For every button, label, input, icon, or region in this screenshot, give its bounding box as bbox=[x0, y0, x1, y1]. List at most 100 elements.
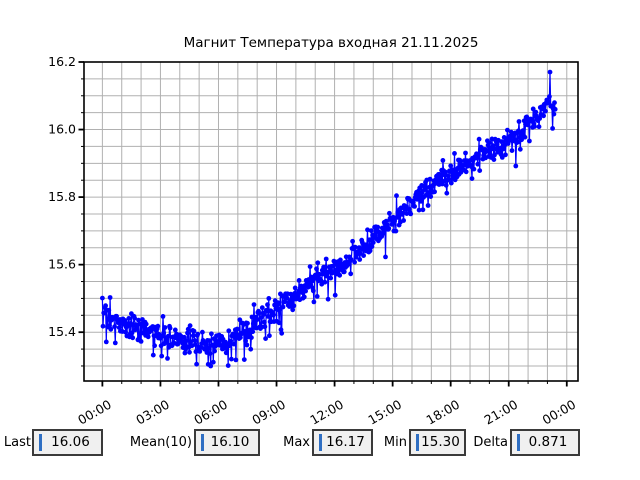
data-point bbox=[448, 163, 454, 169]
data-point bbox=[513, 163, 519, 169]
stat-label-last: Last bbox=[3, 435, 31, 450]
data-point bbox=[251, 302, 257, 307]
data-point bbox=[383, 254, 388, 260]
data-point bbox=[165, 356, 170, 361]
data-point bbox=[492, 152, 497, 158]
data-point bbox=[103, 303, 108, 309]
data-point bbox=[193, 349, 199, 355]
data-point bbox=[443, 182, 449, 188]
data-point bbox=[261, 312, 266, 317]
data-point bbox=[172, 327, 178, 333]
max-value-field[interactable]: 16.17 bbox=[312, 429, 373, 456]
x-tick-label: 18:00 bbox=[423, 397, 462, 425]
data-point bbox=[393, 228, 399, 234]
data-point bbox=[267, 333, 272, 339]
data-point bbox=[256, 310, 262, 316]
data-point bbox=[243, 338, 249, 344]
data-point bbox=[194, 361, 200, 367]
data-point bbox=[505, 127, 510, 133]
data-point bbox=[123, 329, 128, 335]
data-point bbox=[325, 296, 331, 302]
data-point bbox=[530, 106, 536, 112]
data-point bbox=[520, 128, 526, 134]
data-point bbox=[165, 333, 171, 339]
data-point bbox=[546, 99, 552, 105]
data-point bbox=[108, 326, 114, 332]
data-point bbox=[365, 227, 370, 233]
max-value: 16.17 bbox=[326, 434, 365, 450]
data-point bbox=[494, 141, 500, 147]
data-point bbox=[440, 158, 446, 163]
data-point bbox=[266, 296, 272, 301]
data-point bbox=[323, 264, 328, 270]
data-point bbox=[212, 348, 218, 354]
data-point bbox=[138, 339, 144, 344]
data-point bbox=[191, 328, 197, 334]
delta-value: 0.871 bbox=[528, 434, 568, 450]
data-point bbox=[551, 111, 557, 117]
data-point bbox=[509, 148, 515, 154]
data-point bbox=[541, 113, 546, 119]
data-point bbox=[336, 267, 341, 273]
data-point bbox=[282, 299, 288, 305]
data-point bbox=[279, 330, 285, 336]
data-point bbox=[476, 152, 481, 158]
min-value-field[interactable]: 15.30 bbox=[409, 429, 466, 456]
delta-value-field[interactable]: 0.871 bbox=[510, 429, 580, 456]
data-point bbox=[350, 238, 355, 244]
data-point bbox=[311, 299, 317, 305]
mean10-value-field[interactable]: 16.10 bbox=[194, 429, 260, 456]
data-point bbox=[280, 304, 286, 310]
data-point bbox=[516, 119, 522, 124]
last-value-field[interactable]: 16.06 bbox=[32, 429, 103, 456]
x-tick-label: 00:00 bbox=[540, 397, 579, 425]
y-tick-label: 15.6 bbox=[48, 257, 76, 272]
data-point bbox=[418, 198, 424, 204]
data-point bbox=[432, 189, 437, 195]
data-point bbox=[503, 152, 508, 158]
data-point bbox=[517, 146, 523, 152]
data-point bbox=[100, 323, 106, 329]
data-point bbox=[296, 278, 302, 283]
data-point bbox=[292, 285, 298, 291]
data-point bbox=[490, 143, 496, 149]
data-point bbox=[477, 168, 483, 174]
stat-label-min: Min bbox=[383, 435, 407, 450]
data-point bbox=[284, 295, 290, 301]
data-point bbox=[187, 349, 192, 355]
data-point bbox=[100, 295, 105, 301]
data-point bbox=[250, 329, 256, 335]
data-point bbox=[532, 124, 537, 129]
data-point bbox=[132, 315, 138, 321]
data-point bbox=[245, 320, 250, 326]
data-point bbox=[318, 278, 324, 283]
chart-title: Магнит Температура входная 21.11.2025 bbox=[184, 35, 479, 51]
data-point bbox=[112, 324, 117, 330]
data-point bbox=[484, 148, 490, 154]
data-point bbox=[197, 349, 203, 354]
data-point bbox=[249, 335, 254, 340]
data-point bbox=[491, 157, 497, 163]
data-point bbox=[387, 210, 392, 216]
data-point bbox=[291, 303, 297, 309]
plot-frame bbox=[83, 61, 579, 382]
mean10-value: 16.10 bbox=[210, 434, 250, 450]
data-point bbox=[352, 244, 358, 250]
data-point bbox=[231, 341, 237, 347]
data-point bbox=[348, 271, 354, 277]
data-point bbox=[499, 139, 504, 145]
data-point bbox=[352, 259, 357, 265]
data-point bbox=[527, 138, 532, 144]
data-point bbox=[439, 181, 445, 187]
data-point bbox=[338, 257, 343, 263]
stat-label-delta: Delta bbox=[473, 435, 508, 450]
data-point bbox=[295, 292, 301, 298]
text-cursor bbox=[319, 434, 322, 451]
data-point bbox=[301, 294, 307, 300]
data-point bbox=[129, 330, 135, 336]
data-point bbox=[443, 169, 448, 175]
data-point bbox=[309, 278, 315, 284]
data-point bbox=[192, 338, 198, 343]
data-point bbox=[428, 194, 434, 200]
min-value: 15.30 bbox=[421, 434, 460, 450]
